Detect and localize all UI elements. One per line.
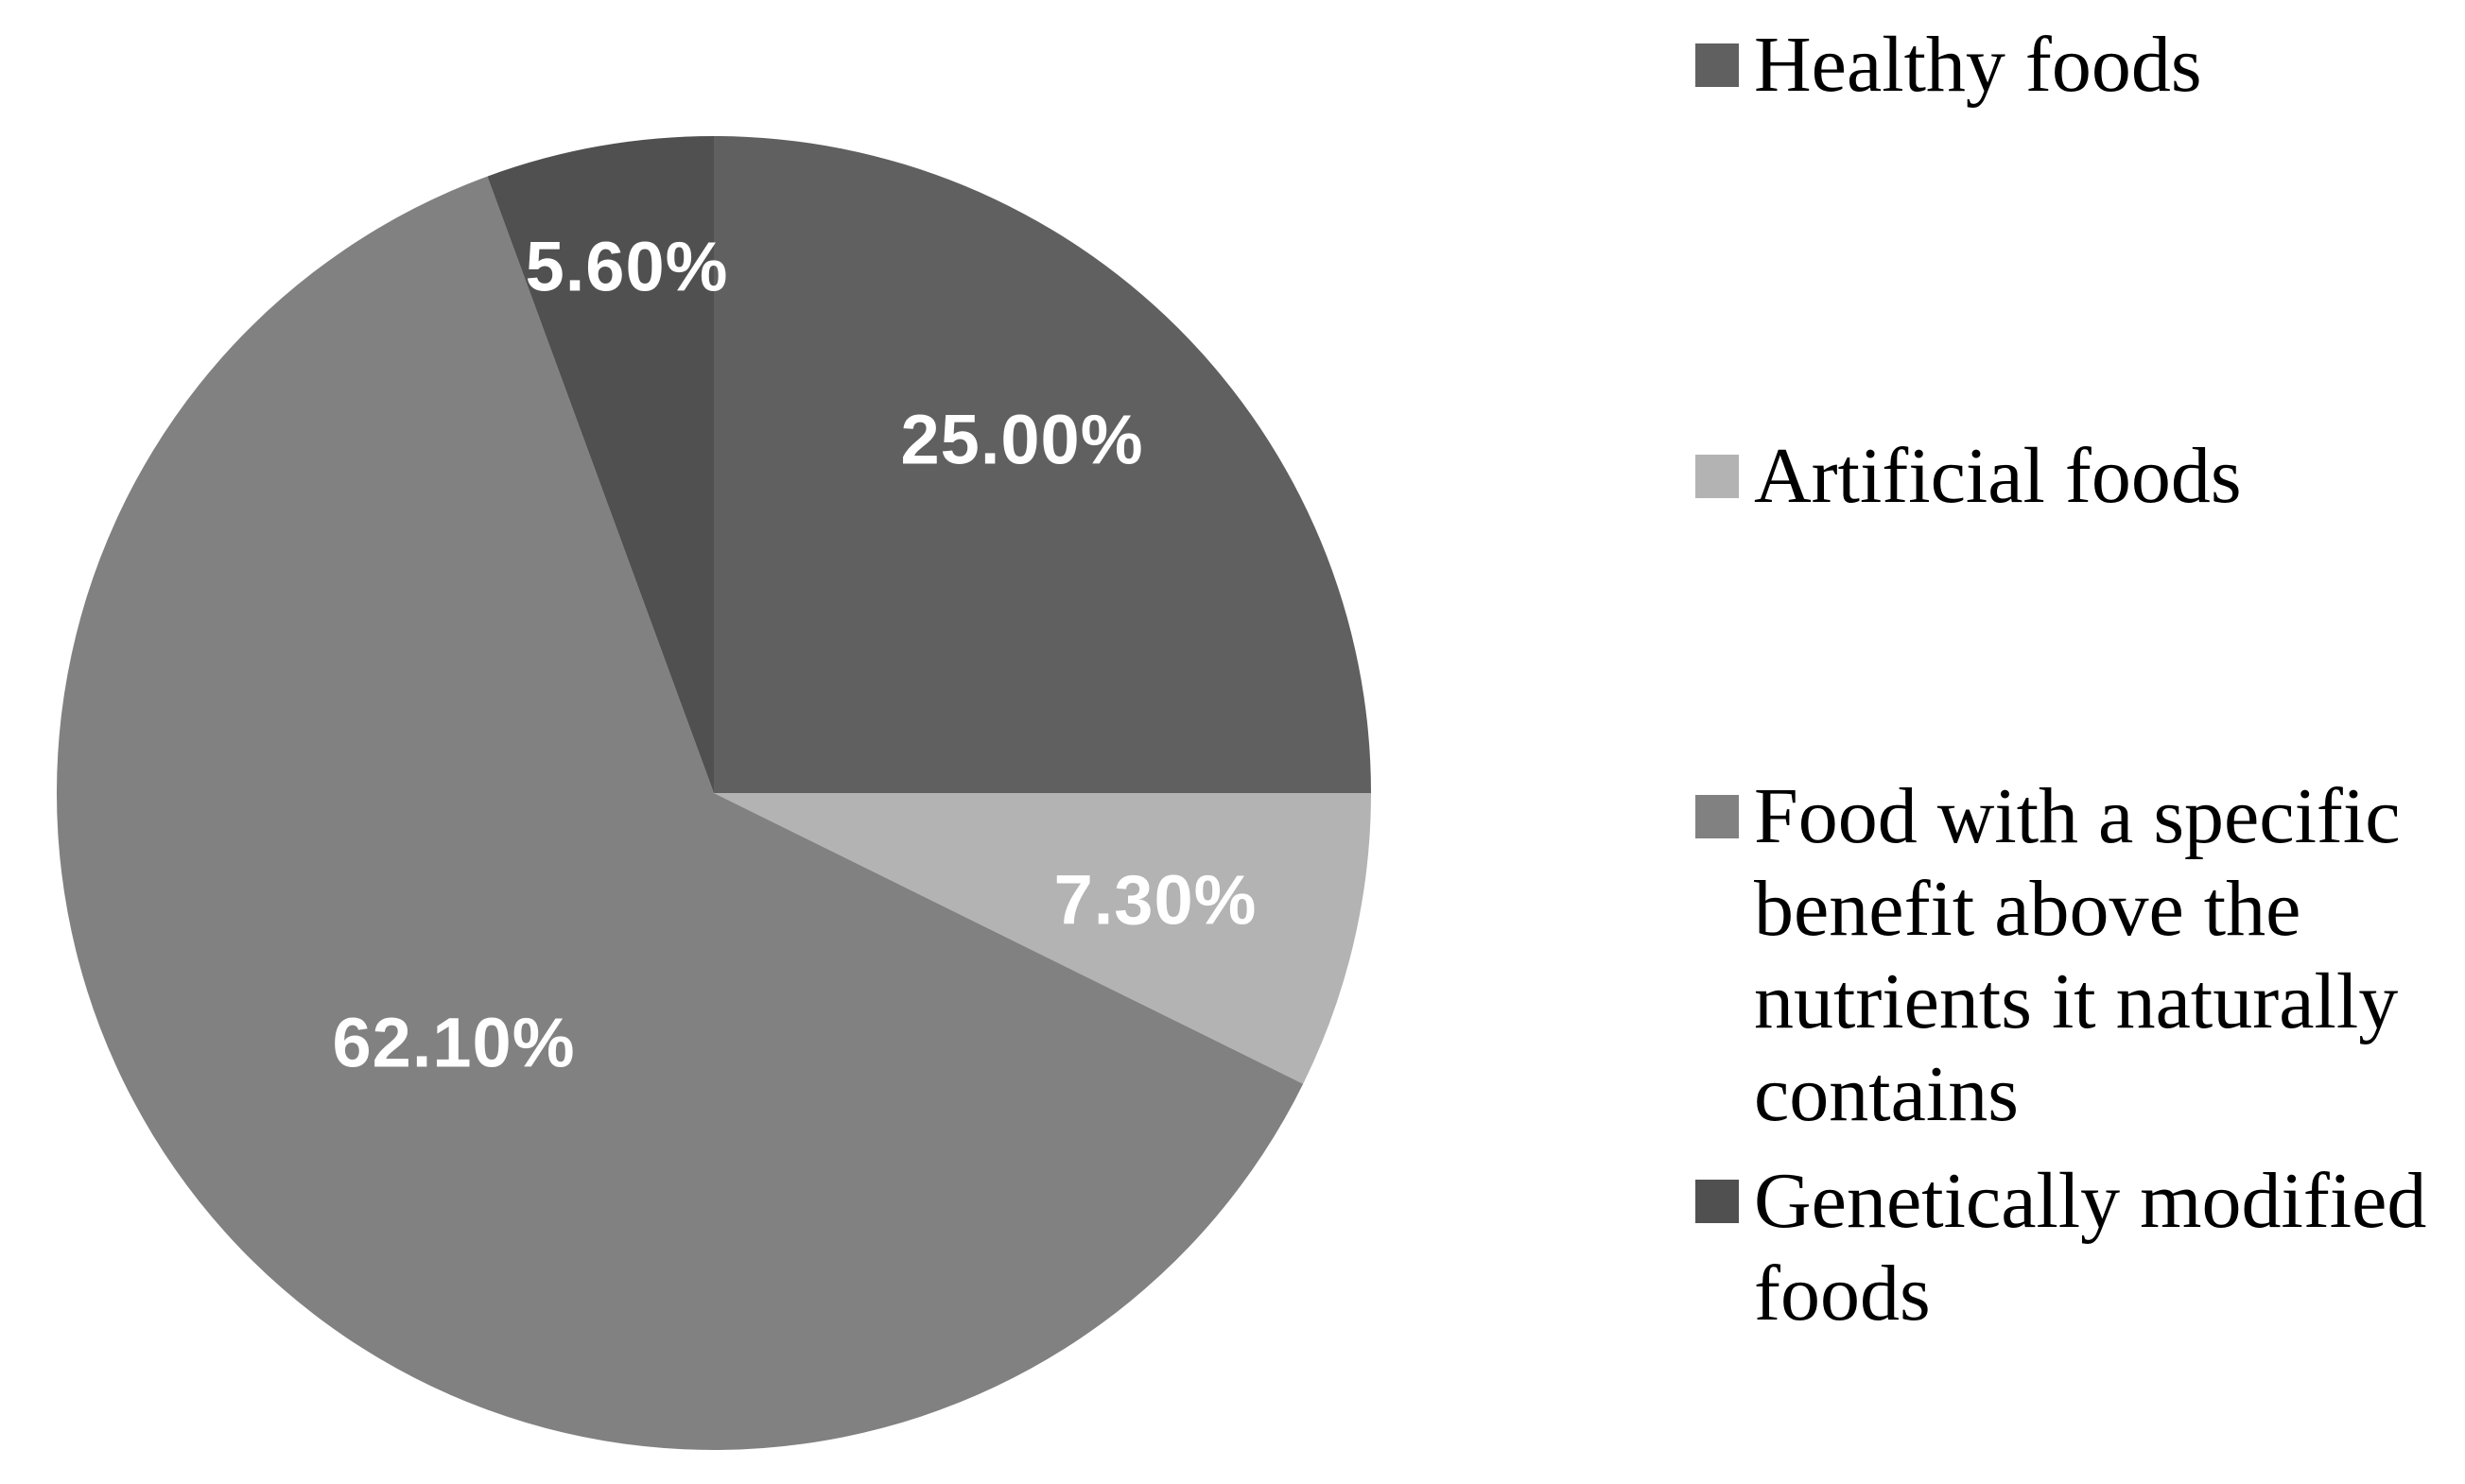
legend-item-artificial-foods: Artificial foods (1695, 430, 2242, 523)
pie-slice-0 (714, 136, 1371, 793)
slice-value-label-food-with-benefit: 62.10% (332, 1003, 576, 1082)
pie-chart (56, 136, 1371, 1451)
legend-swatch-food-with-benefit (1695, 795, 1739, 838)
pie-slice-2 (56, 176, 1304, 1451)
legend-item-healthy-foods: Healthy foods (1695, 19, 2202, 112)
pie-slice-3 (487, 136, 714, 793)
legend-label-healthy-foods: Healthy foods (1754, 21, 2202, 109)
slice-value-label-genetically-modified: 5.60% (525, 227, 729, 306)
legend-item-genetically-modified: Genetically modified foods (1695, 1155, 2426, 1340)
slice-value-label-healthy-foods: 25.00% (900, 400, 1144, 479)
slice-value-label-artificial-foods: 7.30% (1053, 860, 1258, 940)
legend-label-artificial-foods: Artificial foods (1754, 432, 2242, 520)
legend-item-food-with-benefit: Food with a specific benefit above the n… (1695, 770, 2401, 1141)
legend: Healthy foods Artificial foods Food with… (1695, 0, 2452, 1484)
pie-slice-1 (714, 793, 1371, 1084)
legend-swatch-genetically-modified (1695, 1180, 1739, 1223)
legend-label-food-with-benefit: Food with a specific benefit above the n… (1754, 772, 2401, 1138)
legend-swatch-artificial-foods (1695, 455, 1739, 498)
legend-label-genetically-modified: Genetically modified foods (1754, 1157, 2427, 1337)
legend-swatch-healthy-foods (1695, 43, 1739, 87)
